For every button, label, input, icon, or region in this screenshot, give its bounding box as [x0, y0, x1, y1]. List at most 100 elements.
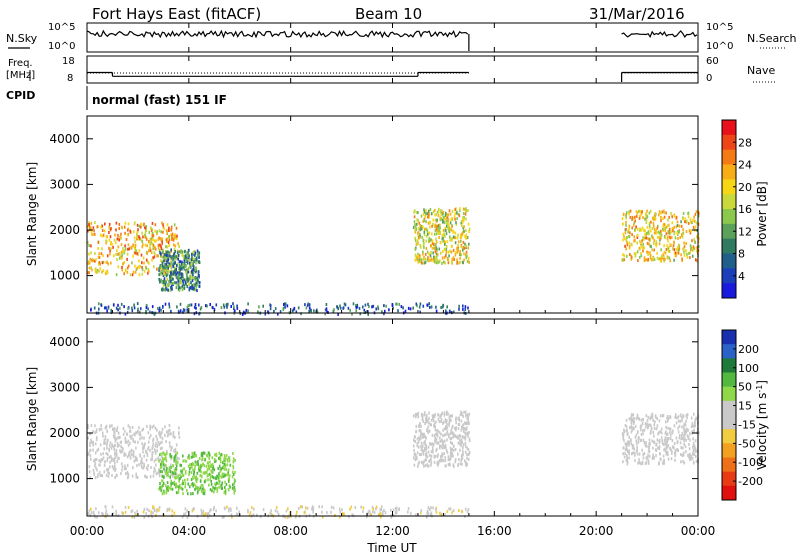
velocity-cell [107, 467, 110, 471]
velocity-cell [330, 510, 332, 514]
power-cell [186, 261, 189, 265]
velocity-cell [637, 440, 640, 444]
power-cell [97, 247, 99, 250]
velocity-cell [175, 485, 177, 489]
velocity-cell [159, 435, 162, 439]
power-cell [656, 256, 659, 260]
power-cell [636, 211, 639, 215]
velocity-cell [634, 459, 636, 463]
power-cell [660, 215, 662, 219]
velocity-cell [159, 458, 161, 462]
power-cell [110, 261, 112, 265]
velocity-cell [158, 468, 160, 472]
velocity-cell [416, 457, 418, 461]
power-cell [466, 236, 469, 239]
power-cell [184, 256, 186, 260]
power-cell [166, 240, 168, 243]
velocity-cell [464, 459, 466, 463]
power-cell [186, 305, 189, 309]
velocity-cell [204, 512, 207, 516]
velocity-cell [685, 450, 687, 454]
velocity-cell [133, 515, 136, 519]
velocity-cell [683, 442, 685, 446]
power-cell [87, 241, 89, 244]
power-cell [150, 229, 153, 233]
velocity-cell [326, 511, 328, 515]
power-cell [629, 215, 632, 219]
power-cell [147, 249, 150, 253]
velocity-cell [421, 435, 424, 438]
power-cell [436, 253, 439, 257]
power-cell [147, 307, 149, 311]
velocity-cell [262, 508, 265, 512]
power-cell [625, 223, 627, 227]
velocity-cell [131, 509, 134, 513]
power-cell [428, 215, 430, 219]
power-cell [168, 229, 170, 232]
power-cell [115, 221, 118, 225]
velocity-cell [207, 451, 210, 455]
velocity-cell [175, 461, 177, 465]
velocity-cell [234, 470, 236, 474]
velocity-cell [661, 441, 664, 445]
velocity-cell [169, 486, 171, 490]
velocity-cell [192, 455, 194, 459]
power-cell [422, 238, 425, 242]
power-cell [162, 248, 164, 252]
colorbar-segment [722, 485, 736, 501]
power-cell [424, 260, 427, 264]
power-cell [674, 236, 677, 240]
power-cell [300, 312, 302, 316]
power-cell [90, 226, 92, 230]
power-cell [428, 240, 430, 244]
power-cell [639, 239, 641, 243]
velocity-cell [187, 464, 190, 468]
velocity-cell [458, 442, 461, 446]
velocity-cell [207, 461, 209, 465]
colorbar-segment [722, 429, 736, 444]
power-cell [438, 247, 441, 251]
power-cell [127, 264, 130, 268]
power-cell [149, 243, 151, 247]
power-cell [339, 304, 341, 308]
power-cell [414, 223, 416, 227]
velocity-cell [194, 475, 196, 479]
y-tick-label: 1000 [49, 269, 80, 283]
power-cell [127, 227, 130, 231]
power-cell [123, 305, 125, 309]
power-cell [626, 236, 628, 239]
power-cell [150, 241, 152, 245]
power-cell [110, 241, 112, 245]
power-cell [688, 252, 690, 255]
velocity-cell [224, 473, 226, 477]
cpid-label: CPID [6, 89, 35, 102]
power-cell [188, 303, 191, 307]
velocity-cell [686, 413, 689, 416]
power-cell [115, 273, 118, 277]
power-cell [162, 223, 164, 227]
velocity-cell [180, 464, 182, 468]
velocity-cell [172, 432, 175, 436]
velocity-cell [147, 440, 150, 444]
power-cell [182, 279, 184, 283]
velocity-cell [339, 515, 341, 519]
velocity-cell [420, 453, 422, 456]
velocity-cell [645, 414, 648, 418]
velocity-cell [104, 460, 106, 464]
power-cell [181, 267, 183, 271]
velocity-cell [424, 435, 426, 439]
colorbar-segment [722, 283, 736, 299]
velocity-cell [451, 424, 454, 428]
velocity-cell [428, 459, 430, 463]
power-cell [446, 240, 449, 244]
power-cell [343, 302, 346, 306]
velocity-cell [459, 413, 462, 417]
power-cell [419, 232, 421, 236]
power-cell [442, 250, 444, 254]
power-cell [136, 236, 138, 240]
velocity-cell [219, 467, 222, 471]
velocity-cell [154, 468, 156, 472]
power-cell [441, 305, 444, 309]
velocity-cell [688, 447, 691, 451]
velocity-cell [152, 511, 154, 515]
